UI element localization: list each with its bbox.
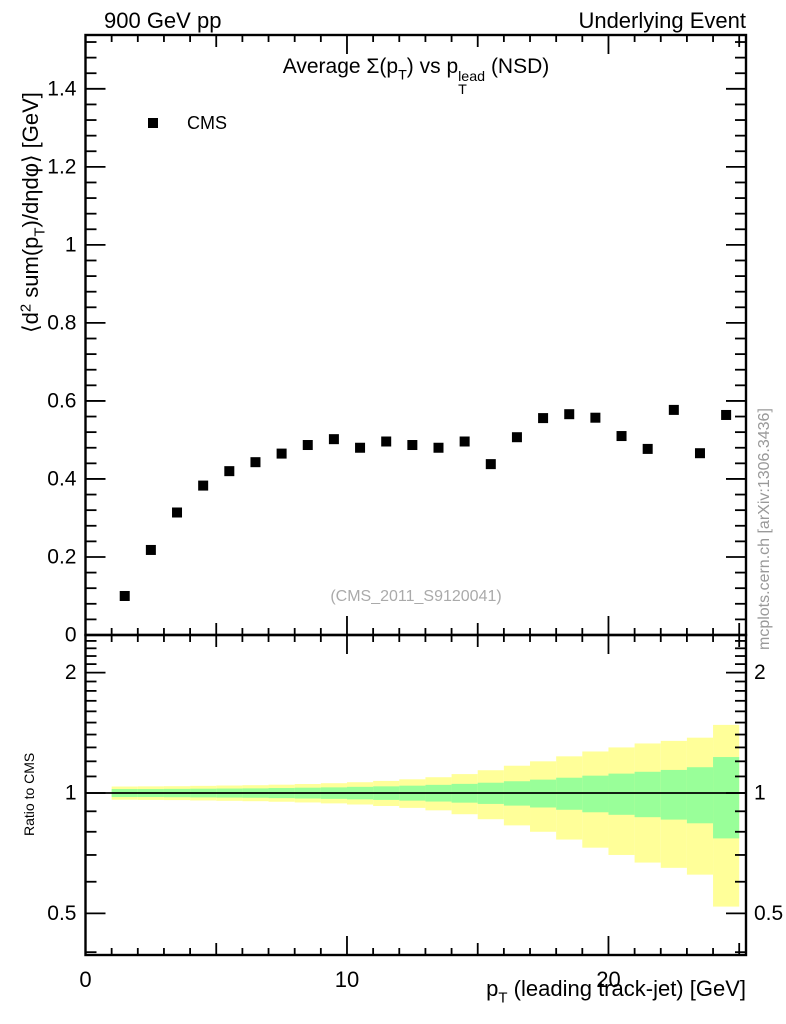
- data-point: [616, 431, 627, 442]
- ratio-y-axis-title: Ratio to CMS: [21, 752, 37, 836]
- data-point: [276, 448, 287, 459]
- ratio-tick-label-right: 1: [754, 782, 766, 805]
- data-point: [198, 480, 209, 491]
- data-point: [694, 448, 705, 459]
- data-point: [355, 442, 366, 453]
- data-point: [433, 442, 444, 453]
- data-point: [119, 590, 130, 601]
- data-point: [328, 434, 339, 445]
- y-tick-label: 1.4: [47, 77, 77, 100]
- data-point: [381, 436, 392, 447]
- data-point: [668, 404, 679, 415]
- legend: CMS: [148, 114, 227, 132]
- stat-uncertainty-band: [634, 771, 661, 818]
- x-tick-label: 0: [79, 967, 91, 992]
- y-tick-label: 1.2: [47, 155, 76, 178]
- analysis-id-watermark: (CMS_2011_S9120041): [330, 588, 502, 605]
- pt-lead-stack: lead T: [458, 68, 486, 99]
- mcplots-attribution: mcplots.cern.ch [arXiv:1306.3436]: [756, 408, 773, 650]
- x-axis-title: pT (leading track-jet) [GeV]: [486, 976, 746, 1007]
- data-point: [485, 459, 496, 470]
- data-point: [642, 443, 653, 454]
- data-point: [250, 457, 261, 468]
- data-point: [538, 413, 549, 424]
- stat-uncertainty-band: [660, 769, 687, 820]
- y-tick-label: 0.6: [47, 389, 76, 412]
- data-point: [511, 432, 522, 443]
- data-point: [590, 412, 601, 423]
- ratio-tick-label-left: 1: [65, 782, 77, 805]
- legend-label-cms: CMS: [187, 113, 227, 133]
- data-point: [721, 409, 732, 420]
- x-tick-label: 20: [596, 967, 620, 992]
- ratio-tick-label-right: 2: [754, 661, 766, 684]
- data-point: [145, 544, 156, 555]
- ratio-tick-label-left: 2: [65, 661, 77, 684]
- y-tick-label: 1: [65, 233, 77, 256]
- data-point: [564, 409, 575, 420]
- data-point: [302, 440, 313, 451]
- event-class-label: Underlying Event: [578, 8, 746, 33]
- y-tick-label: 0: [65, 624, 77, 647]
- plot-title: Average Σ(pT) vs p lead T (NSD): [282, 55, 550, 99]
- title-text: Average: [282, 55, 367, 78]
- y-axis-title: ⟨d2 sum(pT)/dηdφ⟩ [GeV]: [17, 92, 49, 333]
- cms-square-marker-icon: [148, 118, 158, 128]
- y-tick-label: 0.4: [47, 467, 77, 490]
- ratio-tick-label-left: 0.5: [47, 902, 76, 925]
- sigma-symbol: Σ: [366, 55, 380, 78]
- stat-uncertainty-band: [582, 775, 609, 813]
- data-point: [407, 440, 418, 451]
- y-tick-label: 0.2: [47, 545, 76, 568]
- data-point: [224, 466, 235, 477]
- x-tick-label: 10: [335, 967, 359, 992]
- stat-uncertainty-band: [713, 757, 740, 839]
- stat-uncertainty-band: [608, 773, 635, 815]
- ratio-panel-frame: [84, 633, 748, 957]
- stat-uncertainty-band: [686, 767, 714, 824]
- data-point: [172, 507, 183, 518]
- ratio-tick-label-right: 0.5: [754, 902, 783, 925]
- y-tick-label: 0.8: [47, 311, 76, 334]
- data-point: [459, 436, 470, 447]
- beam-energy-label: 900 GeV pp: [104, 8, 222, 33]
